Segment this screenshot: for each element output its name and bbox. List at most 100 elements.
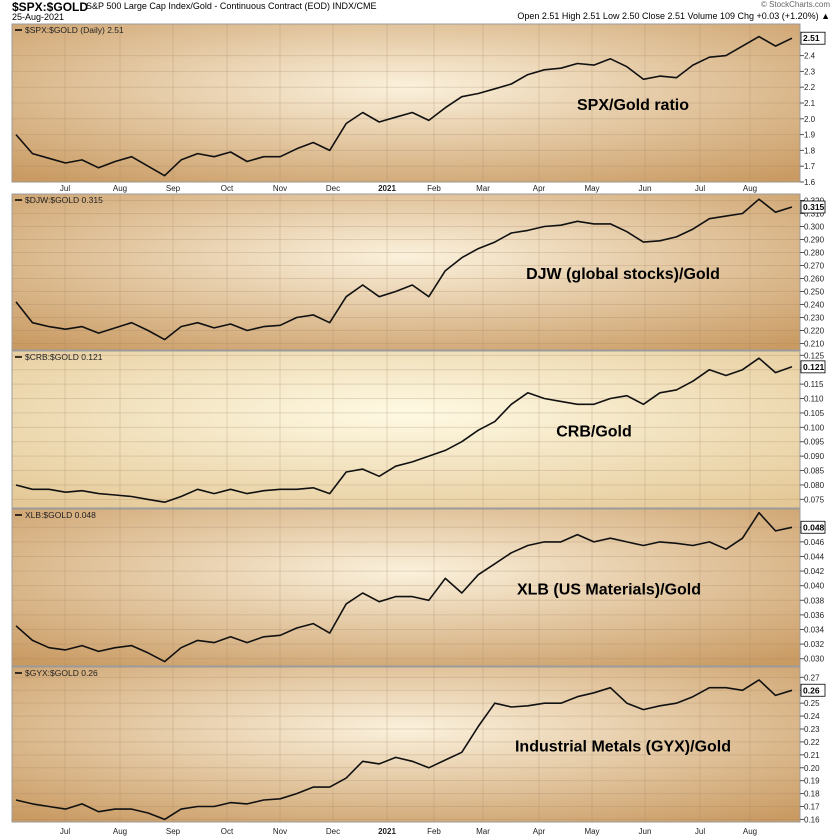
legend-label: $DJW:$GOLD 0.315 <box>25 195 103 205</box>
series-line <box>15 357 793 503</box>
chart-symbol: $SPX:$GOLD <box>12 0 89 14</box>
y-tick-label: 0.19 <box>804 777 820 786</box>
x-tick-label: Oct <box>221 184 234 193</box>
y-tick-label: 0.042 <box>804 567 825 576</box>
x-tick-label-bottom: Aug <box>113 827 127 836</box>
x-tick-label-bottom: Dec <box>326 827 340 836</box>
y-tick-label: 0.110 <box>804 395 824 404</box>
y-tick-label: 0.125 <box>804 351 825 360</box>
y-tick-label: 1.6 <box>804 178 816 187</box>
x-tick-label: Nov <box>273 184 287 193</box>
y-tick-label: 0.032 <box>804 640 825 649</box>
panel-background <box>11 350 801 509</box>
panel-annotation: CRB/Gold <box>556 424 632 441</box>
y-tick-label: 0.090 <box>804 452 825 461</box>
y-tick-label: 0.044 <box>804 552 825 561</box>
x-tick-label: Apr <box>533 184 546 193</box>
y-tick-label: 0.095 <box>804 438 825 447</box>
y-tick-label: 0.210 <box>804 340 825 349</box>
x-tick-label-bottom: May <box>584 827 599 836</box>
panel-annotation: SPX/Gold ratio <box>577 97 689 114</box>
x-tick-label-bottom: Oct <box>221 827 234 836</box>
last-value-box <box>800 31 826 45</box>
y-tick-label: 0.220 <box>804 327 825 336</box>
y-tick-label: 0.310 <box>804 210 825 219</box>
y-tick-label: 0.038 <box>804 596 825 605</box>
x-tick-label: Jul <box>60 184 70 193</box>
last-value-label: 0.26 <box>803 685 820 695</box>
legend-label: $GYX:$GOLD 0.26 <box>25 668 98 678</box>
y-tick-label: 0.040 <box>804 582 825 591</box>
last-value-box <box>800 520 826 534</box>
panel-3: 0.075 0.080 0.085 0.090 0.095 0.100 0.105 0.110… <box>11 350 826 509</box>
last-value-label: 0.048 <box>803 522 825 532</box>
ohlc-readout: Open 2.51 High 2.51 Low 2.50 Close 2.51 … <box>517 11 830 21</box>
x-tick-label-bottom: Mar <box>476 827 490 836</box>
x-tick-label: May <box>584 184 599 193</box>
panel-background <box>11 193 801 351</box>
chart-description: S&P 500 Large Cap Index/Gold - Continuou… <box>86 1 377 11</box>
panel-annotation: XLB (US Materials)/Gold <box>517 582 701 599</box>
last-value-box <box>800 683 826 697</box>
y-tick-label: 0.080 <box>804 481 825 490</box>
last-value-label: 0.121 <box>803 362 825 372</box>
y-tick-label: 0.25 <box>804 699 820 708</box>
last-value-label: 0.315 <box>803 202 825 212</box>
y-tick-label: 0.16 <box>804 815 820 824</box>
x-tick-label: Jun <box>639 184 652 193</box>
y-tick-label: 0.105 <box>804 409 825 418</box>
x-tick-label-bottom: Sep <box>166 827 181 836</box>
legend-label: $SPX:$GOLD (Daily) 2.51 <box>25 25 124 35</box>
y-tick-label: 0.27 <box>804 673 820 682</box>
y-tick-label: 2.3 <box>804 67 816 76</box>
y-tick-label: 0.24 <box>804 712 820 721</box>
y-tick-label: 0.034 <box>804 625 825 634</box>
y-tick-label: 0.075 <box>804 495 825 504</box>
y-tick-label: 2.1 <box>804 99 816 108</box>
brand-watermark: © StockCharts.com <box>760 0 830 9</box>
x-tick-label: Dec <box>326 184 340 193</box>
x-tick-label-bottom: Feb <box>427 827 441 836</box>
x-tick-label: Aug <box>743 184 757 193</box>
y-tick-label: 2.0 <box>804 115 816 124</box>
x-tick-label-bottom: Jul <box>60 827 70 836</box>
y-tick-label: 0.230 <box>804 314 825 323</box>
x-tick-label: Jul <box>695 184 705 193</box>
series-line <box>15 35 793 177</box>
y-tick-label: 0.300 <box>804 223 825 232</box>
x-tick-label: Sep <box>166 184 181 193</box>
y-tick-label: 2.4 <box>804 52 816 61</box>
y-tick-label: 0.036 <box>804 611 825 620</box>
x-tick-label-bottom: 2021 <box>378 827 396 836</box>
series-line <box>15 511 793 663</box>
y-tick-label: 1.8 <box>804 146 816 155</box>
y-tick-label: 0.046 <box>804 538 825 547</box>
panel-background <box>11 23 801 183</box>
panel-background <box>11 508 801 667</box>
panel-background <box>11 666 801 823</box>
x-tick-label: Mar <box>476 184 490 193</box>
series-line <box>15 679 793 821</box>
y-tick-label: 0.290 <box>804 236 825 245</box>
panel-annotation: Industrial Metals (GYX)/Gold <box>515 739 731 756</box>
y-tick-label: 0.22 <box>804 738 820 747</box>
x-tick-label: Aug <box>113 184 127 193</box>
legend-label: $CRB:$GOLD 0.121 <box>25 352 103 362</box>
y-tick-label: 0.260 <box>804 275 825 284</box>
chart-header: $SPX:$GOLD S&P 500 Large Cap Index/Gold … <box>0 0 840 22</box>
series-line <box>15 198 793 341</box>
panel-2: 0.210 0.220 0.230 0.240 0.250 0.260 0.270 0.280… <box>11 193 826 351</box>
y-tick-label: 0.270 <box>804 262 825 271</box>
y-tick-label: 0.115 <box>804 380 824 389</box>
y-tick-label: 0.030 <box>804 655 825 664</box>
x-tick-label: Feb <box>427 184 441 193</box>
panel-annotation: DJW (global stocks)/Gold <box>526 266 720 283</box>
y-tick-label: 0.085 <box>804 467 825 476</box>
x-tick-label: 2021 <box>378 184 396 193</box>
y-tick-label: 0.18 <box>804 790 820 799</box>
y-tick-label: 0.20 <box>804 764 820 773</box>
x-tick-label-bottom: Aug <box>743 827 757 836</box>
y-tick-label: 0.23 <box>804 725 820 734</box>
y-tick-label: 2.2 <box>804 83 816 92</box>
